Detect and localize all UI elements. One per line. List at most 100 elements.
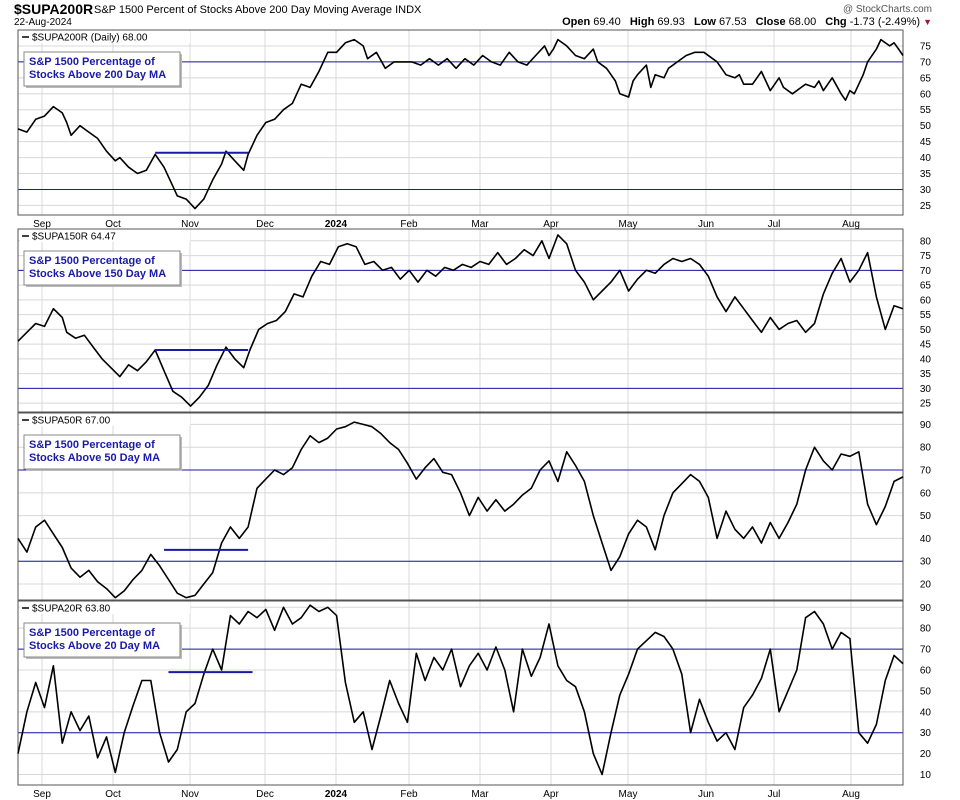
series-line	[17, 421, 904, 599]
y-tick-label: 30	[920, 185, 932, 196]
month-label: Nov	[181, 789, 199, 800]
y-tick-label: 25	[920, 201, 932, 212]
panel-p20: 10 20 30 40 50 60 70 80 90 $SUPA20R 63.80 S&P 1500…	[17, 600, 932, 786]
note-box	[23, 622, 181, 658]
y-tick-label: 70	[920, 645, 932, 656]
month-label: Jul	[768, 789, 781, 800]
note-box	[23, 250, 181, 286]
series-line	[17, 38, 904, 210]
y-tick-label: 80	[920, 624, 932, 635]
y-tick-label: 55	[920, 310, 932, 321]
open-label: Open	[562, 16, 591, 28]
panel-label: $SUPA150R 64.47	[32, 232, 116, 243]
low-value: 67.53	[719, 16, 747, 28]
y-tick-label: 45	[920, 137, 932, 148]
y-tick-label: 65	[920, 281, 932, 292]
y-tick-label: 70	[920, 466, 932, 477]
chart-title: S&P 1500 Percent of Stocks Above 200 Day…	[94, 4, 421, 16]
month-label: Apr	[543, 789, 559, 800]
symbol: $SUPA200R	[14, 1, 94, 17]
month-label: Sep	[33, 219, 51, 230]
y-tick-label: 60	[920, 89, 932, 100]
y-tick-label: 30	[920, 728, 932, 739]
panel-label-bg	[20, 602, 190, 614]
title-text: S&P 1500 Percent of Stocks Above 200 Day…	[94, 4, 393, 16]
close-value: 68.00	[788, 16, 817, 28]
y-tick-label: 40	[920, 354, 932, 365]
y-tick-label: 70	[920, 57, 932, 68]
low-label: Low	[693, 16, 716, 28]
high-value: 69.93	[657, 16, 685, 28]
y-tick-label: 75	[920, 251, 932, 262]
month-label: Aug	[842, 789, 860, 800]
month-label: Mar	[471, 219, 489, 230]
month-label: Dec	[256, 789, 274, 800]
y-tick-label: 60	[920, 488, 932, 499]
y-tick-label: 50	[920, 121, 932, 132]
month-label: Feb	[400, 789, 418, 800]
month-label: Jun	[698, 789, 714, 800]
month-label: Feb	[400, 219, 418, 230]
series-line	[17, 234, 904, 407]
ohlc-readout: Open 69.40 High 69.93 Low 67.53 Close 68…	[556, 16, 932, 28]
note-box	[23, 51, 181, 87]
y-tick-label: 40	[920, 534, 932, 545]
month-label: Dec	[256, 219, 274, 230]
month-label: Aug	[842, 219, 860, 230]
y-tick-label: 10	[920, 770, 932, 781]
y-tick-label: 35	[920, 369, 932, 380]
y-tick-label: 80	[920, 443, 932, 454]
panel-p50: 20 30 40 50 60 70 80 90 $SUPA50R 67.00 S&P 1500 P…	[17, 412, 932, 601]
note-text: Stocks Above 200 Day MA	[29, 69, 166, 81]
note-box	[23, 434, 181, 470]
panel-label: $SUPA200R (Daily) 68.00	[32, 33, 148, 44]
y-tick-label: 75	[920, 41, 932, 52]
note-text: S&P 1500 Percentage of	[29, 627, 155, 639]
y-tick-label: 90	[920, 420, 932, 431]
y-tick-label: 70	[920, 266, 932, 277]
y-tick-label: 45	[920, 340, 932, 351]
note-text: S&P 1500 Percentage of	[29, 439, 155, 451]
panel-label: $SUPA50R 67.00	[32, 416, 111, 427]
note-text: Stocks Above 150 Day MA	[29, 268, 166, 280]
down-triangle-icon: ▼	[923, 17, 932, 27]
panel-label-bg	[20, 414, 190, 426]
chart-date: 22-Aug-2024	[14, 17, 72, 28]
panel-p150: 25 30 35 40 45 50 55 60 65 70 75 80 $SUPA150R 64.47 S…	[17, 228, 932, 413]
open-value: 69.40	[593, 16, 621, 28]
y-tick-label: 55	[920, 105, 932, 116]
panel-p200: 25 30 35 40 45 50 55 60 65 70 75 $SUPA200R (Daily) …	[17, 29, 932, 216]
chg-label: Chg	[825, 16, 847, 28]
y-tick-label: 20	[920, 749, 932, 760]
note-text: Stocks Above 50 Day MA	[29, 452, 160, 464]
close-label: Close	[755, 16, 786, 28]
y-tick-label: 25	[920, 399, 932, 410]
panel-frame	[17, 412, 904, 601]
y-tick-label: 65	[920, 73, 932, 84]
panel-label-bg	[20, 230, 190, 242]
y-tick-label: 50	[920, 686, 932, 697]
y-tick-label: 40	[920, 153, 932, 164]
y-tick-label: 50	[920, 325, 932, 336]
y-tick-label: 50	[920, 511, 932, 522]
y-tick-label: 80	[920, 236, 932, 247]
month-label: Oct	[105, 789, 121, 800]
panel-label-bg	[20, 31, 190, 43]
exchange: INDX	[395, 4, 422, 16]
note-text: S&P 1500 Percentage of	[29, 255, 155, 267]
credit: @ StockCharts.com	[842, 4, 932, 15]
chart-header: $SUPA200R S&P 1500 Percent of Stocks Abo…	[0, 0, 960, 30]
high-label: High	[629, 16, 655, 28]
note-text: Stocks Above 20 Day MA	[29, 640, 160, 652]
chg-value: -1.73 (-2.49%)	[849, 16, 921, 28]
month-label: Nov	[181, 219, 199, 230]
note-text: S&P 1500 Percentage of	[29, 56, 155, 68]
month-label: May	[619, 789, 638, 800]
y-tick-label: 30	[920, 557, 932, 568]
panel-label: $SUPA20R 63.80	[32, 604, 111, 615]
month-label: May	[619, 219, 638, 230]
month-label: Oct	[105, 219, 121, 230]
month-label: Sep	[33, 789, 51, 800]
month-label: 2024	[325, 789, 348, 800]
